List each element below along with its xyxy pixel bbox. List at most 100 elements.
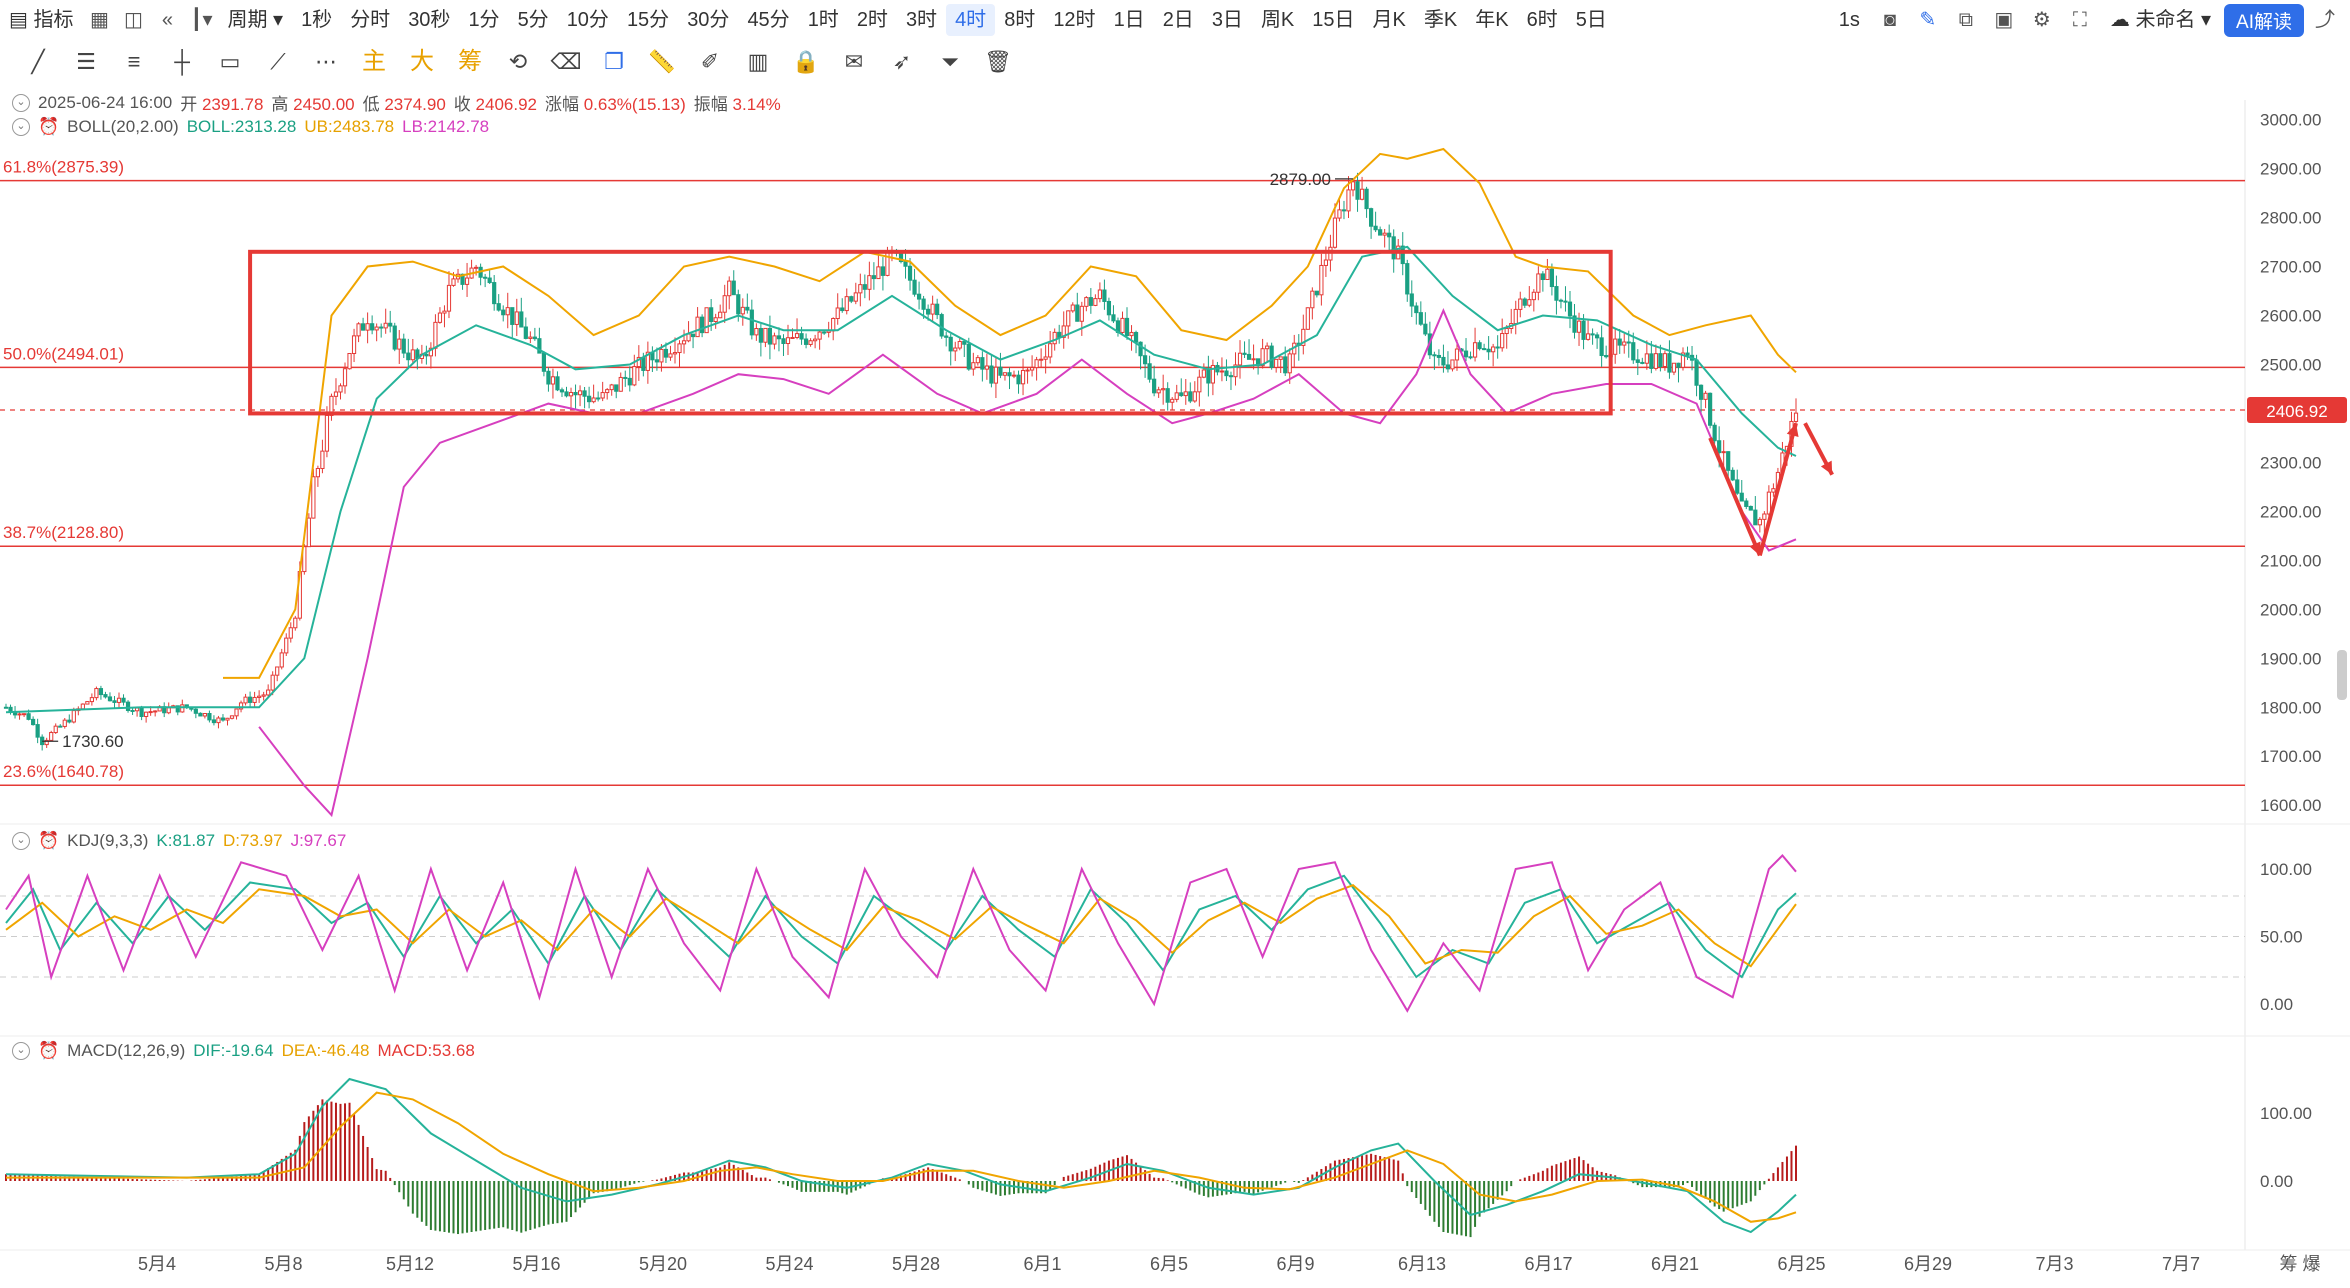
period-1[interactable]: 分时: [350, 9, 391, 31]
calendar-icon[interactable]: ▦: [90, 9, 109, 31]
edit-icon[interactable]: ✎: [1919, 9, 1937, 31]
collapse-icon[interactable]: ⌄: [12, 118, 30, 136]
candle-body: [1278, 356, 1283, 360]
note-icon[interactable]: ✉: [844, 49, 864, 74]
layout-icon[interactable]: ◫: [124, 9, 143, 31]
lock-icon[interactable]: 🔒: [792, 49, 820, 74]
candle-body: [704, 307, 709, 334]
candle-body: [1387, 232, 1392, 238]
candle-body: [1039, 358, 1044, 361]
period-14[interactable]: 12时: [1053, 9, 1096, 31]
candle-body: [193, 708, 198, 714]
copy-icon[interactable]: ❐: [604, 49, 624, 74]
eraser-tool-icon[interactable]: ⌫: [550, 49, 582, 74]
period-dropdown[interactable]: 周期 ▾: [227, 9, 284, 31]
period-19[interactable]: 15日: [1312, 9, 1355, 31]
rectangle-icon[interactable]: ▭: [219, 49, 241, 74]
trendline-icon[interactable]: ╱: [31, 49, 45, 74]
candle-body: [1414, 305, 1419, 314]
period-21[interactable]: 季K: [1423, 9, 1458, 31]
main-chart-button[interactable]: 主: [362, 48, 386, 75]
template-icon[interactable]: ▣: [1994, 9, 2014, 31]
magnet-icon[interactable]: ⟲: [508, 49, 528, 74]
period-22[interactable]: 年K: [1475, 9, 1509, 31]
candle-body: [1350, 181, 1356, 191]
period-17[interactable]: 3日: [1211, 9, 1243, 31]
candle-body: [1061, 325, 1066, 338]
period-4[interactable]: 5分: [517, 9, 549, 31]
measure-icon[interactable]: ⟋: [270, 49, 286, 74]
candle-body: [1640, 361, 1645, 364]
candle-type-icon[interactable]: ┃▾: [190, 9, 213, 31]
period-11[interactable]: 3时: [905, 9, 938, 31]
candle-body: [1029, 367, 1035, 371]
candle-body: [103, 694, 108, 698]
period-24[interactable]: 5日: [1575, 9, 1607, 31]
layout-name-dropdown[interactable]: ☁ 未命名 ▾: [2109, 9, 2212, 31]
boll-mid-line: [5, 245, 1797, 714]
ai-interpret-button[interactable]: AI解读: [2224, 3, 2304, 37]
settings-icon[interactable]: ⚙: [2032, 9, 2051, 31]
big-order-button[interactable]: 大: [410, 48, 434, 75]
alarm-icon[interactable]: ⏰: [38, 831, 60, 850]
chips-button[interactable]: 筹: [458, 48, 482, 75]
cursor-icon[interactable]: ➶: [892, 49, 912, 74]
indicator-button[interactable]: ▤ 指标: [9, 9, 74, 31]
horizontal-ray-icon[interactable]: ☰: [76, 49, 96, 74]
ruler-icon[interactable]: 📏: [648, 49, 676, 74]
candle-body: [555, 376, 560, 391]
brush-icon[interactable]: ✐: [700, 49, 720, 74]
alarm-icon[interactable]: ⏰: [38, 117, 60, 136]
period-9[interactable]: 1时: [807, 9, 839, 31]
period-23[interactable]: 6时: [1526, 9, 1558, 31]
candle-body: [121, 697, 126, 703]
period-0[interactable]: 1秒: [301, 9, 333, 31]
period-8[interactable]: 45分: [747, 9, 790, 31]
candle-body: [351, 335, 357, 354]
x-tick-label: 7月3: [2035, 1254, 2073, 1274]
alarm-icon[interactable]: ⏰: [38, 1041, 60, 1060]
parallel-lines-icon[interactable]: ≡: [127, 49, 141, 74]
interval-label[interactable]: 1s: [1838, 9, 1860, 31]
period-6[interactable]: 15分: [626, 9, 670, 31]
trash-icon[interactable]: 🗑: [984, 49, 1012, 74]
horizontal-line-icon[interactable]: ┼: [174, 49, 190, 74]
period-5[interactable]: 10分: [566, 9, 609, 31]
candle-body: [501, 309, 506, 316]
collapse-icon[interactable]: ⌄: [12, 1042, 30, 1060]
candle-body: [1531, 291, 1536, 301]
popout-icon[interactable]: ⧉: [1958, 9, 1974, 31]
period-10[interactable]: 2时: [856, 9, 888, 31]
x-tick-label: 6月25: [1777, 1254, 1825, 1274]
candle-body: [275, 666, 280, 676]
candle-body: [1237, 352, 1243, 366]
period-20[interactable]: 月K: [1372, 9, 1406, 31]
bars-icon[interactable]: ▥: [747, 49, 769, 74]
period-15[interactable]: 1日: [1113, 9, 1145, 31]
x-tick-label: 6月17: [1524, 1254, 1572, 1274]
period-2[interactable]: 30秒: [408, 9, 451, 31]
period-18[interactable]: 周K: [1260, 9, 1295, 31]
period-12[interactable]: 4时: [946, 4, 996, 36]
fullscreen-icon[interactable]: ⛶: [2072, 9, 2087, 31]
candle-body: [568, 391, 574, 397]
candle-body: [153, 710, 158, 713]
candle-body: [559, 389, 565, 393]
collapse-icon[interactable]: ⌄: [12, 832, 30, 850]
share-icon[interactable]: ⤴: [2315, 9, 2335, 31]
period-16[interactable]: 2日: [1162, 9, 1194, 31]
candle-body: [989, 365, 994, 384]
period-7[interactable]: 30分: [687, 9, 730, 31]
more-icon[interactable]: ⋯: [315, 49, 337, 74]
period-3[interactable]: 1分: [468, 9, 500, 31]
candle-body: [1613, 338, 1618, 355]
rewind-icon[interactable]: «: [161, 9, 174, 31]
period-13[interactable]: 8时: [1004, 9, 1036, 31]
candle-body: [1382, 232, 1387, 236]
collapse-icon[interactable]: ⌄: [12, 93, 30, 112]
filter-icon[interactable]: ⏷: [941, 49, 959, 74]
camera-icon[interactable]: ◙: [1883, 9, 1896, 31]
candle-body: [519, 311, 524, 328]
candle-body: [1708, 392, 1713, 426]
